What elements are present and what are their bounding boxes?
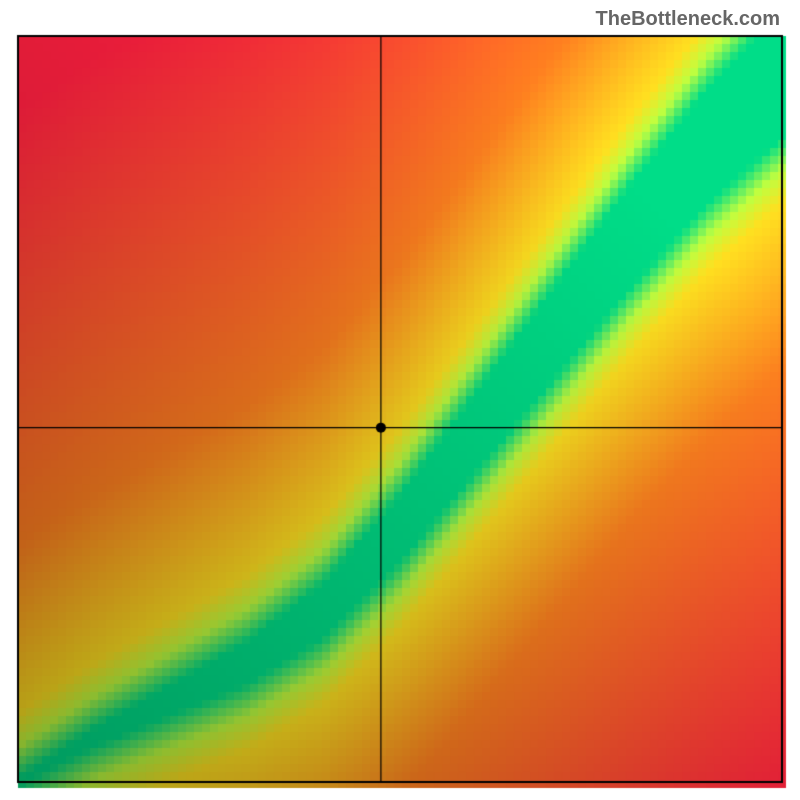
bottleneck-heatmap — [0, 0, 800, 800]
watermark: TheBottleneck.com — [596, 8, 780, 31]
